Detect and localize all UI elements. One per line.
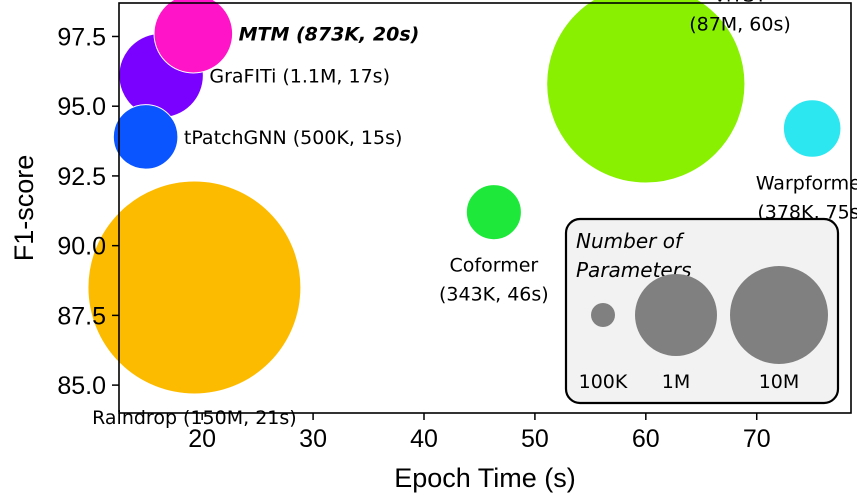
bubbles-layer — [87, 0, 842, 395]
legend-marker-100k — [591, 303, 615, 327]
x-axis-ticks: 20 30 40 50 60 70 — [188, 413, 771, 453]
bubble-raindrop — [87, 180, 302, 395]
legend-title-line-1: Number of — [576, 229, 685, 253]
legend-label-1m: 1M — [662, 371, 690, 393]
label-warpformer-line-2: (378K, 75s) — [757, 201, 857, 223]
bubble-mtm — [153, 0, 234, 74]
x-tick-label: 50 — [521, 425, 549, 453]
y-axis-ticks: 85.0 87.5 90.0 92.5 95.0 97.5 — [57, 23, 119, 400]
x-tick-label: 60 — [632, 425, 660, 453]
y-tick-label: 92.5 — [57, 163, 106, 191]
x-tick-label: 20 — [188, 425, 216, 453]
y-axis-title: F1-score — [9, 155, 39, 262]
label-warpformer-line-1: Warpformer — [756, 172, 857, 194]
label-tpatchgnn: tPatchGNN (500K, 15s) — [184, 127, 403, 149]
x-tick-label: 70 — [743, 425, 771, 453]
y-tick-label: 97.5 — [57, 23, 106, 51]
bubble-warpformer — [782, 99, 842, 158]
plot-frame — [118, 2, 852, 414]
bubble-tpatchgnn — [112, 104, 179, 170]
label-coformer-line-1: Coformer — [450, 255, 539, 277]
legend-marker-1m — [635, 274, 717, 356]
y-tick-label: 85.0 — [57, 372, 106, 400]
x-tick-label: 40 — [410, 425, 438, 453]
legend-label-100k: 100K — [579, 371, 628, 393]
label-coformer-line-2: (343K, 46s) — [439, 284, 549, 306]
label-mtm: MTM (873K, 20s) — [239, 24, 420, 46]
label-grafiti: GraFITi (1.1M, 17s) — [209, 66, 390, 88]
legend-marker-10m — [730, 266, 828, 364]
y-tick-label: 95.0 — [57, 93, 106, 121]
size-legend: Number of Parameters 100K 1M 10M — [564, 217, 840, 405]
y-tick-label: 87.5 — [57, 302, 106, 330]
label-vitst-line-2: (87M, 60s) — [689, 14, 791, 36]
bubble-coformer — [465, 184, 522, 241]
y-tick-label: 90.0 — [57, 233, 106, 261]
x-axis-title: Epoch Time (s) — [394, 463, 576, 493]
bubble-vitst — [546, 0, 746, 184]
x-tick-label: 30 — [299, 425, 327, 453]
legend-label-10m: 10M — [759, 371, 800, 393]
